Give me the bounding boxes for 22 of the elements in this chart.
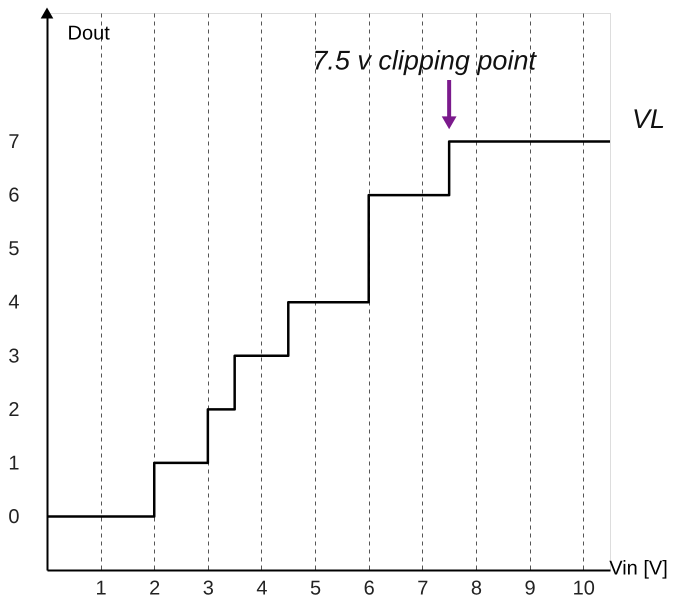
y-tick-label: 4 — [8, 292, 20, 314]
y-axis-title: Dout — [68, 22, 110, 44]
x-tick-label: 1 — [96, 578, 107, 600]
annotation: 7.5 v clipping point — [312, 46, 538, 76]
text: VL — [632, 104, 666, 134]
x-tick-label: 4 — [256, 578, 268, 600]
x-tick-label: 2 — [149, 578, 160, 600]
x-tick-label: 6 — [364, 578, 375, 600]
y-tick-label: 5 — [8, 238, 20, 260]
x-tick-label: 5 — [310, 578, 322, 600]
y-tick-label: 3 — [8, 345, 20, 368]
x-tick-label: 10 — [572, 578, 595, 600]
y-tick-label: 1 — [8, 452, 20, 474]
x-tick-label: 3 — [202, 578, 214, 600]
x-tick-label: 7 — [417, 578, 428, 600]
y-tick-label: 2 — [8, 398, 20, 421]
x-tick-label: 8 — [470, 578, 482, 600]
y-tick-label: 7 — [8, 131, 20, 154]
y-tick-label: 0 — [8, 506, 20, 528]
x-tick-label: 9 — [524, 578, 536, 600]
x-axis-title: Vin [V] — [609, 558, 668, 580]
y-tick-label: 6 — [8, 184, 20, 207]
